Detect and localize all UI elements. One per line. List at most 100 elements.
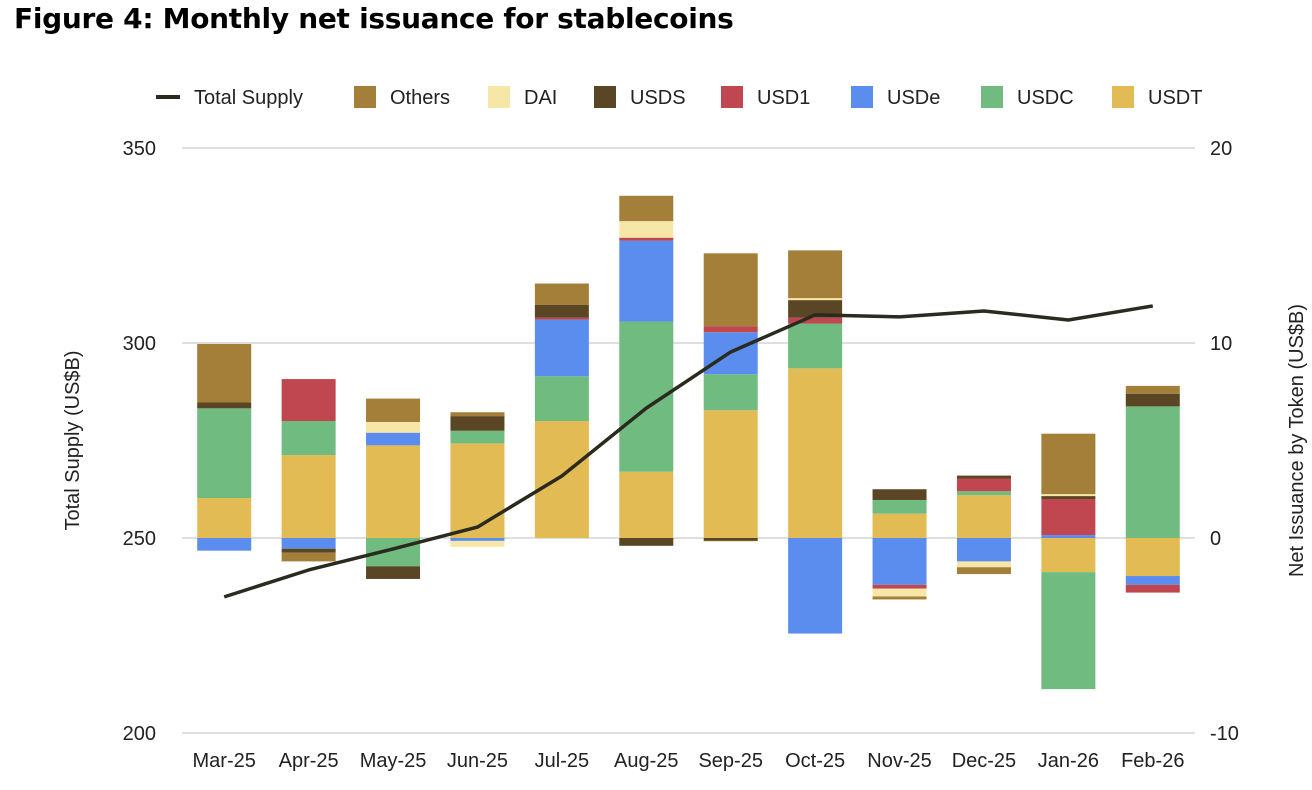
bar-usdc xyxy=(788,323,843,369)
bar-usdc xyxy=(956,491,1011,496)
bar-usds xyxy=(956,475,1011,479)
bar-usde xyxy=(534,319,589,377)
bar-dai xyxy=(619,221,674,238)
bar-others xyxy=(703,253,758,327)
bar-others xyxy=(534,283,589,305)
bar-others xyxy=(1125,385,1180,394)
y-right-tick-label: 0 xyxy=(1210,528,1221,550)
x-tick-label: Feb-26 xyxy=(1121,750,1184,772)
bar-usde xyxy=(619,240,674,322)
x-tick-label: Jan-26 xyxy=(1038,750,1099,772)
bar-usds xyxy=(619,538,674,546)
bar-others xyxy=(450,412,505,417)
legend-label: USDC xyxy=(1017,87,1074,109)
y-left-tick-label: 350 xyxy=(123,138,156,160)
line-total-supply xyxy=(223,304,1154,599)
bar-usde xyxy=(788,538,843,634)
bar-usd1 xyxy=(1041,499,1096,536)
x-tick-label: Dec-25 xyxy=(952,750,1016,772)
bar-usdt xyxy=(956,495,1011,538)
bar-others xyxy=(366,398,421,422)
bar-usds xyxy=(281,548,336,553)
bar-usdc xyxy=(197,408,252,499)
legend-label: Others xyxy=(390,87,450,109)
legend-swatch-usd1 xyxy=(721,86,743,108)
bar-usd1 xyxy=(703,326,758,333)
bar-usde xyxy=(956,538,1011,562)
x-tick-label: Apr-25 xyxy=(279,750,339,772)
legend-swatch-others xyxy=(354,86,376,108)
bar-usde xyxy=(281,538,336,549)
bar-usd1 xyxy=(872,584,927,589)
legend-swatch-usde xyxy=(851,86,873,108)
bar-usde xyxy=(1041,535,1096,538)
x-tick-label: May-25 xyxy=(360,750,427,772)
x-tick-label: Jul-25 xyxy=(535,750,589,772)
bar-usdc xyxy=(872,499,927,514)
bar-usd1 xyxy=(619,237,674,241)
x-tick-label: Mar-25 xyxy=(193,750,256,772)
bar-usdt xyxy=(197,498,252,538)
legend-swatch-usdc xyxy=(981,86,1003,108)
bar-usdt xyxy=(872,513,927,538)
bar-usdt xyxy=(450,443,505,538)
bar-usdt xyxy=(788,368,843,538)
bar-others xyxy=(619,195,674,222)
bar-usdc xyxy=(281,421,336,456)
x-tick-label: Nov-25 xyxy=(867,750,931,772)
bar-others xyxy=(788,250,843,299)
bar-others xyxy=(197,343,252,403)
bar-usds xyxy=(703,538,758,541)
bar-usdc xyxy=(1041,572,1096,690)
legend-label: DAI xyxy=(524,87,557,109)
bar-dai xyxy=(872,588,927,597)
bar-usds xyxy=(534,304,589,318)
bar-usde xyxy=(366,432,421,446)
bar-usdt xyxy=(703,410,758,538)
bar-usdc xyxy=(534,376,589,421)
y-right-tick-label: 10 xyxy=(1210,333,1232,355)
bar-usd1 xyxy=(281,379,336,421)
bar-usd1 xyxy=(956,478,1011,492)
legend-swatch-usds xyxy=(594,86,616,108)
bar-usdc xyxy=(1125,406,1180,538)
x-tick-label: Jun-25 xyxy=(447,750,508,772)
bar-usds xyxy=(450,416,505,431)
x-tick-label: Oct-25 xyxy=(785,750,845,772)
bar-usdt xyxy=(1041,538,1096,573)
bar-usd1 xyxy=(534,317,589,320)
bar-usde xyxy=(872,538,927,585)
chart-title: Figure 4: Monthly net issuance for stabl… xyxy=(14,2,734,35)
y-left-tick-label: 200 xyxy=(123,723,156,745)
bar-dai xyxy=(1041,494,1096,497)
bar-usds xyxy=(1125,393,1180,407)
bar-others xyxy=(281,552,336,562)
y-right-axis-label: Net Issuance by Token (US$B) xyxy=(1286,304,1308,577)
x-tick-label: Sep-25 xyxy=(698,750,763,772)
bar-usdc xyxy=(450,430,505,444)
bar-usde xyxy=(197,538,252,551)
bar-dai xyxy=(366,421,421,433)
bar-usds xyxy=(197,402,252,409)
bar-usdt xyxy=(534,421,589,538)
bar-usds xyxy=(872,489,927,500)
bar-usdt xyxy=(1125,538,1180,577)
y-right-tick-label: -10 xyxy=(1210,723,1239,745)
legend-swatch-dai xyxy=(488,86,510,108)
bar-usd1 xyxy=(1125,584,1180,593)
legend-label: Total Supply xyxy=(194,87,303,109)
legend-label: USDS xyxy=(630,87,686,109)
bar-usdt xyxy=(281,455,336,538)
legend-label: USDe xyxy=(887,87,940,109)
bar-usde xyxy=(450,538,505,541)
bar-others xyxy=(1041,433,1096,495)
bar-dai xyxy=(956,561,1011,568)
bar-usde xyxy=(1125,576,1180,585)
bar-others xyxy=(872,596,927,600)
bar-usdt xyxy=(366,445,421,538)
y-left-axis-label: Total Supply (US$B) xyxy=(62,350,84,530)
bar-usdc xyxy=(703,374,758,411)
bar-usds xyxy=(366,566,421,579)
y-right-tick-label: 20 xyxy=(1210,138,1232,160)
